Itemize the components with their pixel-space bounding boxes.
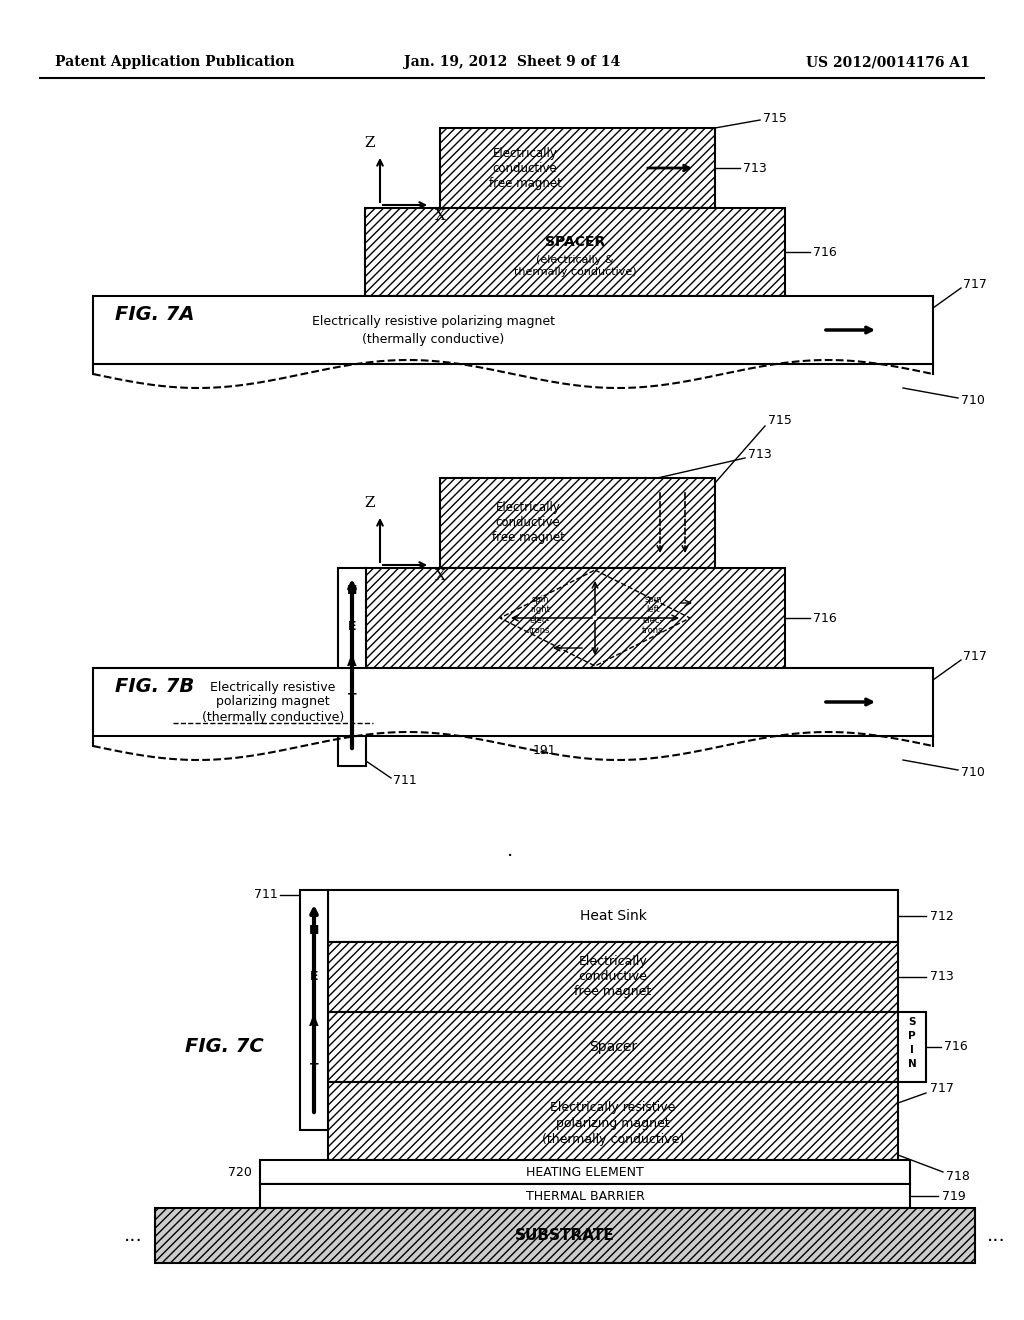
- Text: SPACER: SPACER: [545, 235, 605, 249]
- Bar: [440, 128, 715, 209]
- Text: THERMAL BARRIER: THERMAL BARRIER: [525, 1189, 644, 1203]
- Text: I: I: [910, 1045, 914, 1055]
- Text: 718: 718: [946, 1170, 970, 1183]
- Text: 710: 710: [961, 393, 985, 407]
- Text: T: T: [309, 1061, 318, 1074]
- Bar: [260, 1184, 910, 1208]
- Text: Patent Application Publication: Patent Application Publication: [55, 55, 295, 69]
- Text: 712: 712: [930, 909, 953, 923]
- Text: X: X: [435, 569, 445, 583]
- Text: spin
left
elec-
trons: spin left elec- trons: [642, 595, 664, 635]
- Text: SUBSTRATE: SUBSTRATE: [515, 1228, 614, 1243]
- Text: A: A: [347, 656, 356, 668]
- Text: 715: 715: [763, 111, 786, 124]
- Text: 720: 720: [228, 1166, 252, 1179]
- Text: E: E: [309, 969, 318, 982]
- Text: 713: 713: [743, 161, 767, 174]
- Bar: [93, 296, 933, 364]
- Bar: [365, 568, 785, 668]
- Text: polarizing magnet: polarizing magnet: [556, 1117, 670, 1130]
- Text: Electrically resistive polarizing magnet: Electrically resistive polarizing magnet: [311, 315, 555, 329]
- Text: Electrically
conductive
free magnet: Electrically conductive free magnet: [488, 147, 561, 190]
- Text: 710: 710: [961, 766, 985, 779]
- Text: X: X: [435, 209, 445, 223]
- Bar: [328, 890, 898, 942]
- Text: E: E: [348, 619, 356, 632]
- Bar: [260, 1160, 910, 1184]
- Text: Electrically
conductive
free magnet: Electrically conductive free magnet: [492, 502, 564, 544]
- Text: FIG. 7C: FIG. 7C: [185, 1038, 263, 1056]
- Text: Jan. 19, 2012  Sheet 9 of 14: Jan. 19, 2012 Sheet 9 of 14: [403, 55, 621, 69]
- Text: P: P: [908, 1031, 915, 1041]
- Text: 717: 717: [963, 649, 987, 663]
- Text: Electrically
conductive
free magnet: Electrically conductive free magnet: [574, 956, 651, 998]
- Bar: [155, 1208, 975, 1263]
- Bar: [338, 568, 366, 766]
- Text: Electrically resistive: Electrically resistive: [550, 1101, 676, 1114]
- Text: S: S: [908, 1016, 915, 1027]
- Text: 713: 713: [748, 447, 772, 461]
- Text: 717: 717: [963, 277, 987, 290]
- Text: 716: 716: [813, 246, 837, 259]
- Text: 717: 717: [930, 1082, 954, 1096]
- Text: T: T: [348, 692, 356, 705]
- Text: 715: 715: [768, 414, 792, 428]
- Bar: [328, 1082, 898, 1160]
- Bar: [328, 942, 898, 1012]
- Bar: [300, 890, 328, 1130]
- Text: N: N: [907, 1059, 916, 1069]
- Text: 711: 711: [254, 888, 278, 902]
- Bar: [365, 209, 785, 296]
- Bar: [328, 1012, 898, 1082]
- Text: (thermally conductive): (thermally conductive): [542, 1133, 684, 1146]
- Text: (electrically &
thermally conductive): (electrically & thermally conductive): [514, 255, 636, 277]
- Text: .: .: [507, 841, 513, 859]
- Text: H: H: [309, 924, 319, 936]
- Text: 716: 716: [813, 611, 837, 624]
- Text: 191: 191: [534, 743, 557, 756]
- Text: Spacer: Spacer: [589, 1040, 637, 1053]
- Text: spin
right
elec-
trons: spin right elec- trons: [529, 595, 551, 635]
- Text: Z: Z: [365, 136, 375, 150]
- Text: Electrically resistive
polarizing magnet
(thermally conductive): Electrically resistive polarizing magnet…: [202, 681, 344, 723]
- Text: H: H: [347, 583, 357, 597]
- Text: 719: 719: [942, 1189, 966, 1203]
- Text: 711: 711: [393, 774, 417, 787]
- Text: HEATING ELEMENT: HEATING ELEMENT: [526, 1166, 644, 1179]
- Text: Heat Sink: Heat Sink: [580, 909, 646, 923]
- Text: FIG. 7B: FIG. 7B: [115, 676, 195, 696]
- Text: 713: 713: [930, 970, 953, 983]
- Text: ...: ...: [987, 1226, 1006, 1245]
- Text: 716: 716: [944, 1040, 968, 1053]
- Text: Z: Z: [365, 496, 375, 510]
- Bar: [93, 668, 933, 737]
- Text: FIG. 7A: FIG. 7A: [115, 305, 195, 323]
- Text: (thermally conductive): (thermally conductive): [361, 334, 504, 346]
- Text: ...: ...: [124, 1226, 143, 1245]
- Text: A: A: [309, 1015, 318, 1028]
- Bar: [440, 478, 715, 568]
- Bar: [898, 1012, 926, 1082]
- Text: US 2012/0014176 A1: US 2012/0014176 A1: [806, 55, 970, 69]
